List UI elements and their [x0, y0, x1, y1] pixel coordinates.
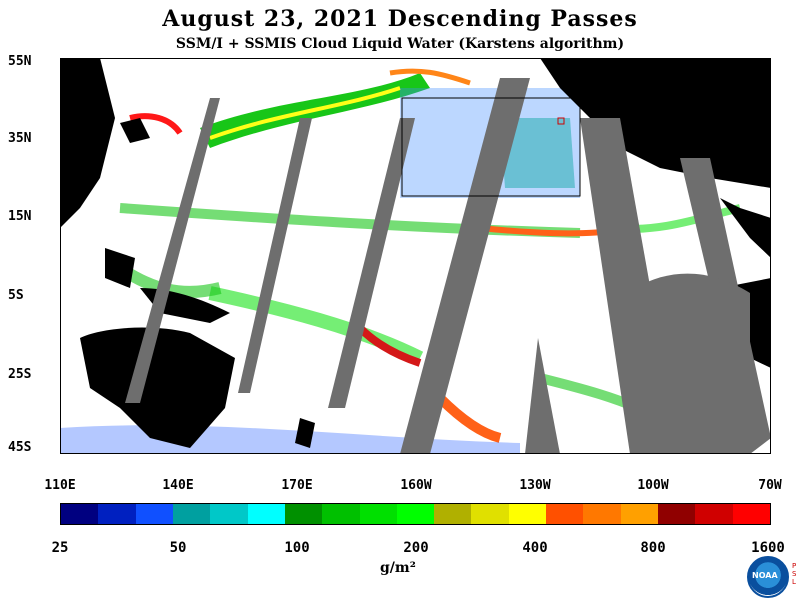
colorbar-swatch	[434, 504, 472, 524]
colorbar-swatch	[61, 504, 99, 524]
swath-gap-3	[328, 118, 415, 408]
colorbar-swatch	[284, 504, 323, 524]
swath-gap-2	[238, 118, 312, 393]
colorbar-swatch	[247, 504, 285, 524]
swath-gap-4	[400, 78, 530, 454]
region-box	[401, 97, 581, 197]
colorbar-swatch	[583, 504, 621, 524]
cloud-liquid-water-map	[60, 58, 771, 454]
colorbar-tick: 1600	[751, 540, 785, 556]
lon-label: 160W	[400, 478, 432, 493]
colorbar-swatch	[658, 504, 696, 524]
lat-label: 5S	[8, 288, 24, 303]
map-title: August 23, 2021 Descending Passes	[162, 6, 638, 32]
region-marker	[557, 117, 565, 125]
colorbar-swatch	[508, 504, 547, 524]
map-subtitle: SSM/I + SSMIS Cloud Liquid Water (Karste…	[175, 36, 625, 52]
lon-label: 130W	[519, 478, 551, 493]
asia-land	[60, 58, 115, 228]
lat-label: 55N	[8, 54, 32, 69]
lat-label: 45S	[8, 440, 32, 455]
lon-label: 100W	[637, 478, 669, 493]
colorbar-swatch	[620, 504, 658, 524]
colorbar-swatch	[322, 504, 360, 524]
lat-label: 25S	[8, 367, 32, 382]
swath-gap-8	[635, 273, 750, 454]
colorbar-swatch	[396, 504, 435, 524]
colorbar-swatch	[210, 504, 248, 524]
colorbar-swatch	[359, 504, 397, 524]
lon-label: 70W	[758, 478, 782, 493]
philippines-land	[105, 248, 135, 288]
swath-gaps	[125, 78, 771, 454]
new-zealand-land	[295, 418, 315, 448]
colorbar-tick: 50	[169, 540, 187, 556]
lat-label: 15N	[8, 209, 32, 224]
noaa-logo-text: NOAA	[752, 571, 778, 580]
map-frame	[60, 58, 771, 454]
colorbar-swatch	[172, 504, 211, 524]
colorbar-tick: 400	[522, 540, 548, 556]
colorbar-swatch	[695, 504, 733, 524]
lon-label: 170E	[281, 478, 313, 493]
colorbar-swatch	[135, 504, 173, 524]
colorbar-swatch	[546, 504, 584, 524]
colorbar-swatch	[471, 504, 509, 524]
australia-land	[80, 327, 235, 448]
north-america-land	[540, 58, 771, 188]
lat-label: 35N	[8, 131, 32, 146]
colorbar-tick: 200	[403, 540, 429, 556]
colorbar-tick: 100	[284, 540, 310, 556]
colorbar-units: g/m²	[380, 560, 416, 576]
colorbar-swatch	[98, 504, 136, 524]
colorbar-tick: 25	[51, 540, 69, 556]
colorbar	[60, 503, 771, 525]
swath-gap-1	[125, 98, 220, 403]
swath-gap-5	[525, 338, 560, 454]
colorbar-swatch	[732, 504, 770, 524]
central-america-land	[660, 168, 771, 258]
colorbar-tick: 800	[640, 540, 666, 556]
noaa-logo-icon	[747, 556, 789, 598]
lon-label: 140E	[162, 478, 194, 493]
japan-land	[120, 118, 150, 143]
lon-label: 110E	[44, 478, 76, 493]
